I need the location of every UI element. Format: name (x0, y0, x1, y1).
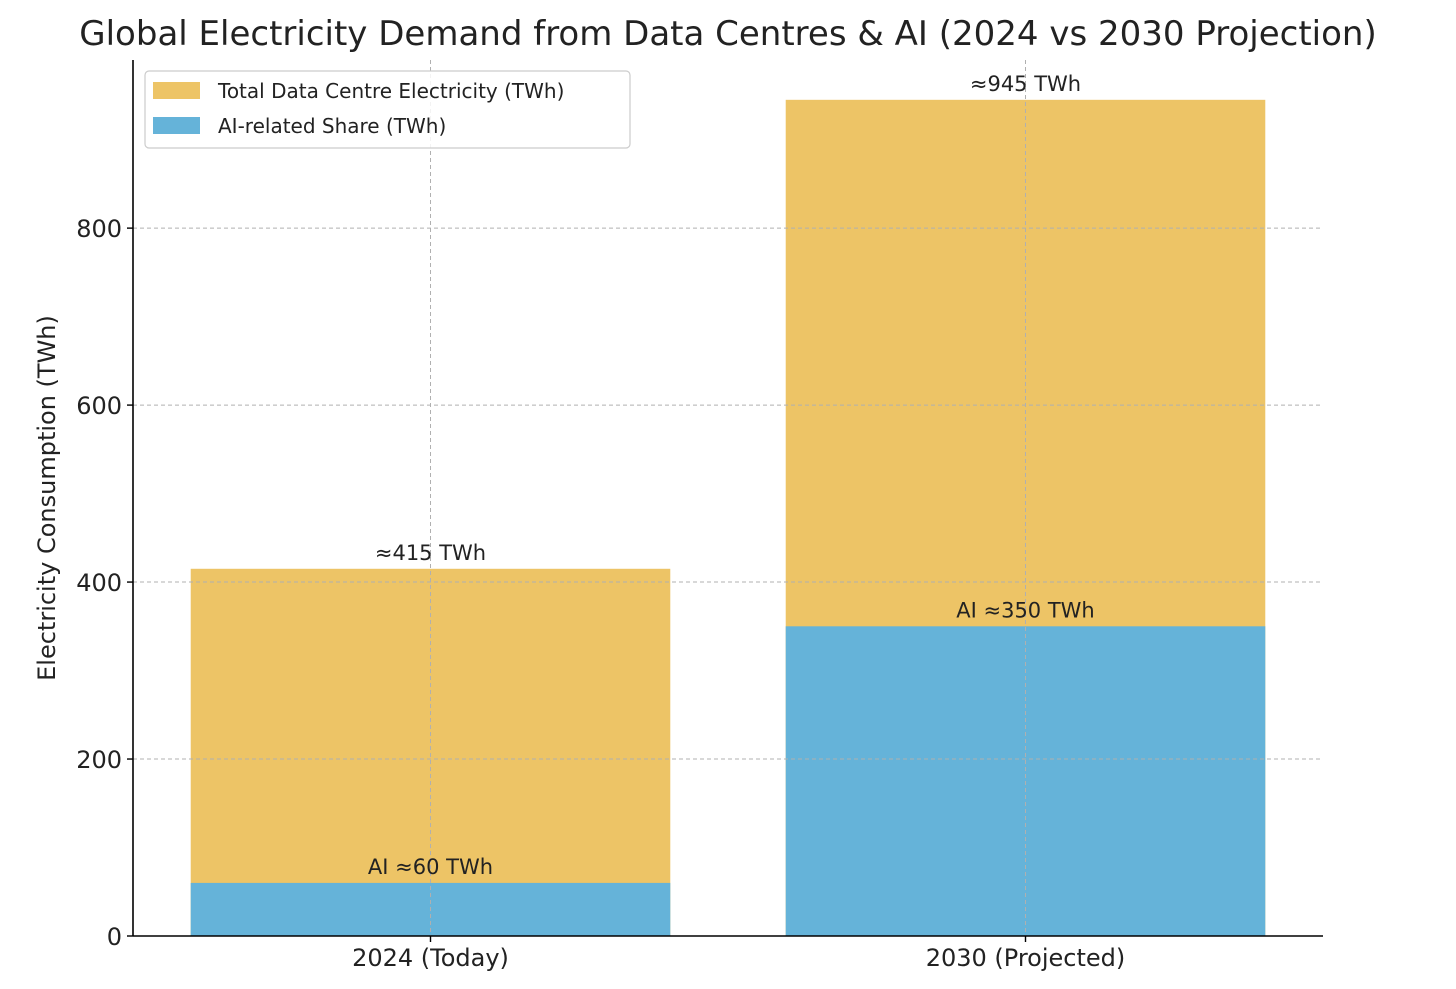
chart-title: Global Electricity Demand from Data Cent… (79, 14, 1376, 54)
ai-value-label-1: AI ≈350 TWh (956, 598, 1095, 622)
ai-value-label-0: AI ≈60 TWh (368, 855, 493, 879)
y-tick-label-1: 200 (76, 746, 122, 774)
y-tick-label-0: 0 (107, 923, 122, 951)
legend-label-0: Total Data Centre Electricity (TWh) (217, 79, 564, 103)
y-axis-label: Electricity Consumption (TWh) (33, 315, 61, 681)
x-tick-label-1: 2030 (Projected) (926, 944, 1126, 972)
legend-frame (144, 70, 631, 149)
total-value-label-1: ≈945 TWh (970, 72, 1081, 96)
legend: Total Data Centre Electricity (TWh) AI-re… (144, 70, 631, 149)
axes-layer: 0 200 400 600 800 2024 (Today) 2030 (Projected… (76, 60, 1323, 972)
x-tick-label-0: 2024 (Today) (352, 944, 509, 972)
data-labels-layer: ≈415 TWh ≈945 TWh AI ≈60 TWh AI ≈350 TWh (368, 72, 1095, 879)
y-tick-label-2: 400 (76, 569, 122, 597)
y-tick-label-3: 600 (76, 392, 122, 420)
legend-label-1: AI-related Share (TWh) (218, 114, 446, 138)
legend-swatch-0 (153, 82, 200, 99)
grid-layer (133, 60, 1323, 936)
y-tick-label-4: 800 (76, 215, 122, 243)
bars-layer (190, 99, 1266, 937)
legend-swatch-1 (153, 117, 200, 134)
total-value-label-0: ≈415 TWh (375, 541, 486, 565)
